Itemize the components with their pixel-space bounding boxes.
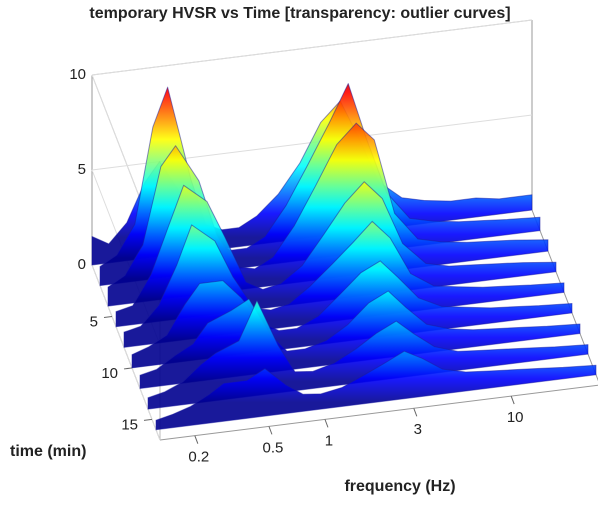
box-edge [159,384,598,441]
y-tick [123,367,133,370]
x-tick [413,408,418,417]
chart-title: temporary HVSR vs Time [transparency: ou… [89,5,510,22]
y-tick-label: 10 [101,365,118,382]
z-tick-label: 10 [69,66,86,83]
z-tick-label: 0 [78,256,86,273]
grid-line [91,19,533,76]
y-tick [103,315,113,318]
y-tick-label: 5 [90,313,98,330]
x-tick-label: 0.5 [262,439,283,456]
x-tick-label: 10 [507,409,524,426]
x-tick-label: 0.2 [188,449,209,466]
x-tick-label: 1 [325,432,333,449]
y-tick-label: 15 [121,416,138,433]
y-axis-label: time (min) [10,443,86,460]
box-edge [531,209,598,382]
x-tick-label: 3 [414,421,422,438]
z-tick-label: 5 [78,161,86,178]
y-tick [143,418,153,421]
x-axis-label: frequency (Hz) [344,478,455,495]
x-tick [510,395,515,405]
grid-line [91,264,161,441]
x-tick [194,435,199,444]
x-tick [268,426,273,435]
x-tick [324,419,329,428]
surface-slice [155,350,597,431]
